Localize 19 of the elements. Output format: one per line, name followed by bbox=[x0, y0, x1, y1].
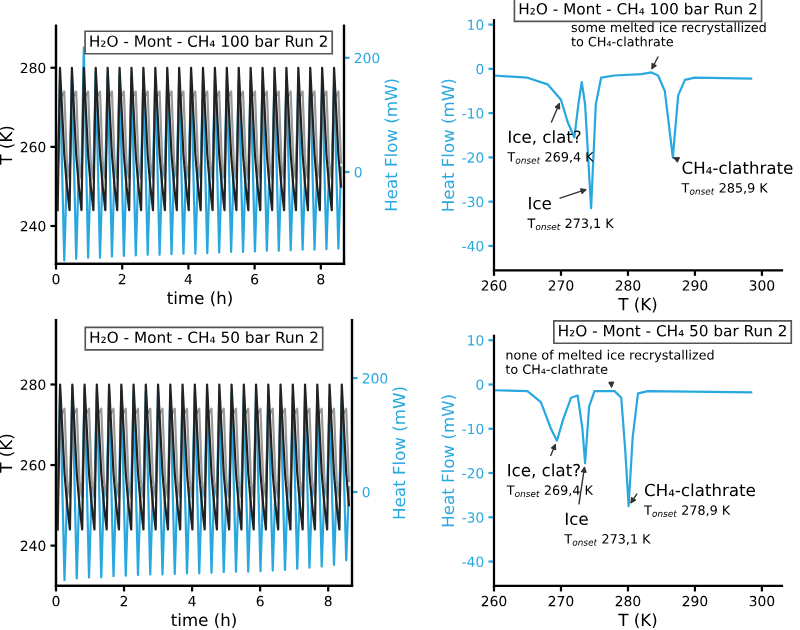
x-axis-title: T (K) bbox=[618, 297, 657, 313]
y2-axis-title: Heat Flow (mW) bbox=[384, 79, 400, 211]
y-axis-title: Heat Flow (mW) bbox=[441, 395, 457, 527]
x-axis-title: time (h) bbox=[167, 291, 232, 307]
annotation: Ice, clat? bbox=[508, 463, 580, 479]
annotation: Ice, clat? bbox=[509, 130, 581, 145]
line-series bbox=[56, 66, 343, 212]
line-series bbox=[56, 383, 351, 531]
annotation: CH₄-clathrate bbox=[644, 483, 755, 497]
annotation: CH₄-clathrate bbox=[682, 161, 793, 175]
y-axis-title: Heat Flow (mW) bbox=[441, 79, 457, 211]
annotation: Ice bbox=[529, 197, 551, 210]
y-axis-title: T (K) bbox=[0, 434, 15, 473]
y2-axis-title: Heat Flow (mW) bbox=[392, 387, 408, 519]
x-axis-title: T (K) bbox=[618, 613, 657, 629]
line-series bbox=[494, 389, 753, 508]
x-axis-title: time (h) bbox=[171, 613, 236, 629]
y-axis-title: T (K) bbox=[0, 126, 15, 165]
annotation: Ice bbox=[565, 512, 588, 526]
